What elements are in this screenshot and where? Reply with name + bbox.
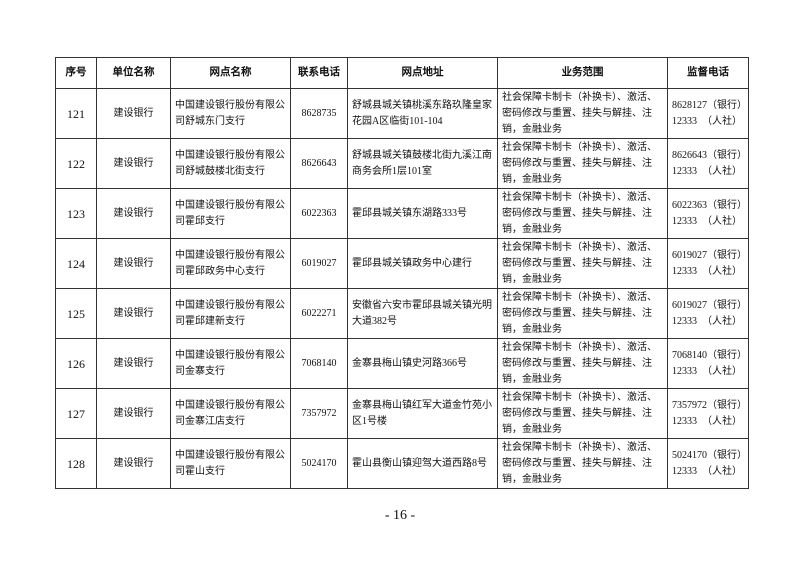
contact-phone: 8628735 <box>290 88 348 139</box>
unit-name: 建设银行 <box>96 138 171 189</box>
column-header: 联系电话 <box>290 57 348 89</box>
unit-name: 建设银行 <box>96 338 171 389</box>
bank-phone: 7357972（银行） <box>672 399 747 411</box>
branch-name: 中国建设银行股份有限公司霍邱建新支行 <box>170 288 291 339</box>
column-header: 序号 <box>55 57 97 89</box>
business-scope: 社会保障卡制卡（补换卡）、激活、密码修改与重置、挂失与解挂、注销，金融业务 <box>497 238 668 289</box>
row-number: 125 <box>55 288 97 339</box>
branch-name: 中国建设银行股份有限公司霍邱支行 <box>170 188 291 239</box>
unit-name: 建设银行 <box>96 188 171 239</box>
contact-phone: 6022271 <box>290 288 348 339</box>
branch-address: 霍邱县城关镇政务中心建行 <box>347 238 498 289</box>
hr-phone: 12333 （人社） <box>672 115 742 127</box>
table-header-row: 序号 单位名称 网点名称 联系电话 网点地址 业务范围 监督电话 <box>55 57 749 89</box>
supervision-phone: 6019027（银行） 12333 （人社） <box>667 238 749 289</box>
hr-phone: 12333 （人社） <box>672 215 742 227</box>
bank-phone: 6022363（银行） <box>672 199 747 211</box>
contact-phone: 8626643 <box>290 138 348 189</box>
unit-name: 建设银行 <box>96 238 171 289</box>
business-scope: 社会保障卡制卡（补换卡）、激活、密码修改与重置、挂失与解挂、注销，金融业务 <box>497 188 668 239</box>
hr-phone: 12333 （人社） <box>672 315 742 327</box>
supervision-phone: 6022363（银行） 12333 （人社） <box>667 188 749 239</box>
supervision-phone: 6019027（银行） 12333 （人社） <box>667 288 749 339</box>
contact-phone: 5024170 <box>290 438 348 489</box>
branch-name: 中国建设银行股份有限公司霍邱政务中心支行 <box>170 238 291 289</box>
column-header: 网点地址 <box>347 57 498 89</box>
business-scope: 社会保障卡制卡（补换卡）、激活、密码修改与重置、挂失与解挂、注销，金融业务 <box>497 288 668 339</box>
hr-phone: 12333 （人社） <box>672 165 742 177</box>
column-header: 业务范围 <box>497 57 668 89</box>
supervision-phone: 7357972（银行） 12333 （人社） <box>667 388 749 439</box>
unit-name: 建设银行 <box>96 88 171 139</box>
table-body: 121 建设银行 中国建设银行股份有限公司舒城东门支行 8628735 舒城县城关镇桃溪… <box>55 88 749 489</box>
branch-name: 中国建设银行股份有限公司舒城鼓楼北街支行 <box>170 138 291 189</box>
unit-name: 建设银行 <box>96 438 171 489</box>
branch-table: 序号 单位名称 网点名称 联系电话 网点地址 业务范围 监督电话 121 建设银行 中国建设银行… <box>55 57 749 489</box>
hr-phone: 12333 （人社） <box>672 365 742 377</box>
table-row: 122 建设银行 中国建设银行股份有限公司舒城鼓楼北街支行 8626643 舒城县城关镇… <box>55 138 749 189</box>
table-row: 125 建设银行 中国建设银行股份有限公司霍邱建新支行 6022271 安徽省六安市霍邱… <box>55 288 749 339</box>
table-row: 123 建设银行 中国建设银行股份有限公司霍邱支行 6022363 霍邱县城关镇东湖路3… <box>55 188 749 239</box>
business-scope: 社会保障卡制卡（补换卡）、激活、密码修改与重置、挂失与解挂、注销，金融业务 <box>497 138 668 189</box>
business-scope: 社会保障卡制卡（补换卡）、激活、密码修改与重置、挂失与解挂、注销，金融业务 <box>497 438 668 489</box>
row-number: 122 <box>55 138 97 189</box>
branch-name: 中国建设银行股份有限公司舒城东门支行 <box>170 88 291 139</box>
row-number: 123 <box>55 188 97 239</box>
hr-phone: 12333 （人社） <box>672 415 742 427</box>
branch-address: 安徽省六安市霍邱县城关镇光明大道382号 <box>347 288 498 339</box>
unit-name: 建设银行 <box>96 388 171 439</box>
branch-name: 中国建设银行股份有限公司金寨支行 <box>170 338 291 389</box>
row-number: 128 <box>55 438 97 489</box>
table-row: 128 建设银行 中国建设银行股份有限公司霍山支行 5024170 霍山县衡山镇迎驾大道… <box>55 438 749 489</box>
branch-address: 霍山县衡山镇迎驾大道西路8号 <box>347 438 498 489</box>
row-number: 121 <box>55 88 97 139</box>
bank-phone: 6019027（银行） <box>672 299 747 311</box>
row-number: 127 <box>55 388 97 439</box>
branch-address: 舒城县城关镇鼓楼北街九溪江南商务会所1层101室 <box>347 138 498 189</box>
row-number: 124 <box>55 238 97 289</box>
branch-address: 金寨县梅山镇史河路366号 <box>347 338 498 389</box>
bank-phone: 8628127（银行） <box>672 99 747 111</box>
page-number: - 16 - <box>384 508 416 523</box>
contact-phone: 6019027 <box>290 238 348 289</box>
branch-address: 舒城县城关镇桃溪东路玖隆皇家花园A区临街101-104 <box>347 88 498 139</box>
business-scope: 社会保障卡制卡（补换卡）、激活、密码修改与重置、挂失与解挂、注销，金融业务 <box>497 388 668 439</box>
column-header: 单位名称 <box>96 57 171 89</box>
bank-phone: 5024170（银行） <box>672 449 747 461</box>
table-row: 124 建设银行 中国建设银行股份有限公司霍邱政务中心支行 6019027 霍邱县城关镇… <box>55 238 749 289</box>
contact-phone: 7357972 <box>290 388 348 439</box>
column-header: 监督电话 <box>667 57 749 89</box>
supervision-phone: 5024170（银行） 12333 （人社） <box>667 438 749 489</box>
supervision-phone: 8626643（银行） 12333 （人社） <box>667 138 749 189</box>
supervision-phone: 7068140（银行） 12333 （人社） <box>667 338 749 389</box>
branch-name: 中国建设银行股份有限公司霍山支行 <box>170 438 291 489</box>
business-scope: 社会保障卡制卡（补换卡）、激活、密码修改与重置、挂失与解挂、注销，金融业务 <box>497 88 668 139</box>
hr-phone: 12333 （人社） <box>672 265 742 277</box>
business-scope: 社会保障卡制卡（补换卡）、激活、密码修改与重置、挂失与解挂、注销，金融业务 <box>497 338 668 389</box>
row-number: 126 <box>55 338 97 389</box>
bank-phone: 6019027（银行） <box>672 249 747 261</box>
unit-name: 建设银行 <box>96 288 171 339</box>
bank-phone: 8626643（银行） <box>672 149 747 161</box>
table-row: 126 建设银行 中国建设银行股份有限公司金寨支行 7068140 金寨县梅山镇史河路3… <box>55 338 749 389</box>
branch-name: 中国建设银行股份有限公司金寨江店支行 <box>170 388 291 439</box>
contact-phone: 7068140 <box>290 338 348 389</box>
table-row: 127 建设银行 中国建设银行股份有限公司金寨江店支行 7357972 金寨县梅山镇红军… <box>55 388 749 439</box>
contact-phone: 6022363 <box>290 188 348 239</box>
branch-address: 霍邱县城关镇东湖路333号 <box>347 188 498 239</box>
branch-address: 金寨县梅山镇红军大道金竹苑小区1号楼 <box>347 388 498 439</box>
column-header: 网点名称 <box>170 57 291 89</box>
table-row: 121 建设银行 中国建设银行股份有限公司舒城东门支行 8628735 舒城县城关镇桃溪… <box>55 88 749 139</box>
supervision-phone: 8628127（银行） 12333 （人社） <box>667 88 749 139</box>
bank-phone: 7068140（银行） <box>672 349 747 361</box>
hr-phone: 12333 （人社） <box>672 465 742 477</box>
